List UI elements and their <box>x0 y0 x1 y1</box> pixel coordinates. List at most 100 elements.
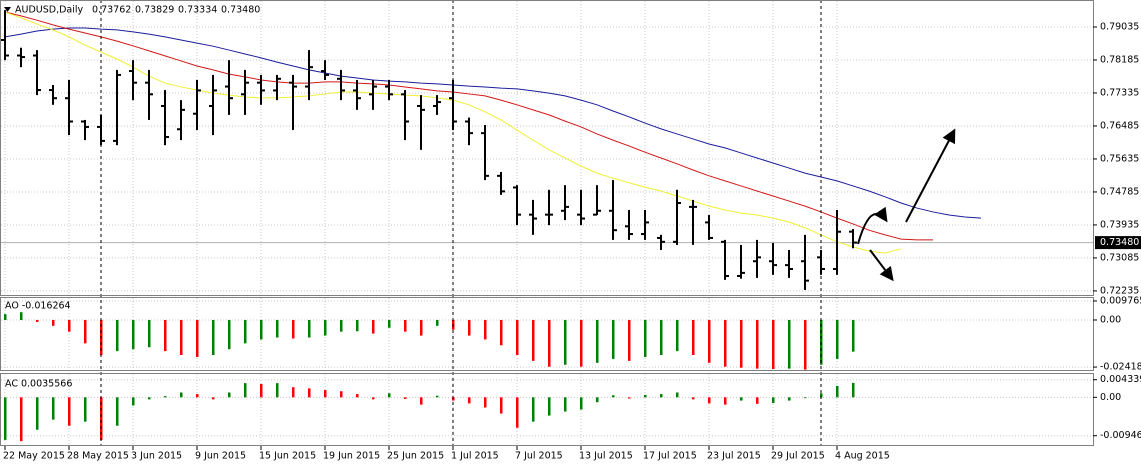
histogram-bar <box>468 397 471 404</box>
x-tick-label: 1 Jul 2015 <box>451 451 499 462</box>
histogram-bar <box>436 319 439 326</box>
histogram-bar <box>84 397 87 422</box>
histogram-bar <box>308 388 311 398</box>
histogram-bar <box>308 319 311 338</box>
histogram-bar <box>36 397 39 430</box>
histogram-bar <box>132 397 135 406</box>
histogram-bar <box>564 397 567 412</box>
histogram-bar <box>788 397 791 401</box>
histogram-bar <box>372 397 375 400</box>
histogram-bar <box>244 319 247 344</box>
histogram-bar <box>836 319 839 359</box>
moving-average <box>4 27 982 219</box>
x-tick-label: 19 Jun 2015 <box>323 451 380 462</box>
ac-panel <box>0 373 1094 446</box>
histogram-bar <box>500 319 503 346</box>
histogram-bar <box>340 319 343 332</box>
drawn-arrows <box>857 128 956 282</box>
histogram-bar <box>52 319 55 326</box>
header-open: 0.73762 <box>92 5 131 16</box>
histogram-bar <box>676 392 679 398</box>
arrow <box>905 128 956 223</box>
histogram-bar <box>340 391 343 398</box>
histogram-bar <box>164 396 167 398</box>
price-label: 0.73480 <box>1100 237 1139 248</box>
histogram-bar <box>676 319 679 352</box>
histogram-bar <box>420 319 423 336</box>
histogram-bar <box>164 319 167 352</box>
histogram-bar <box>564 319 567 365</box>
y-tick-label: -0.009464 <box>1100 430 1141 441</box>
histogram-bar <box>84 319 87 344</box>
histogram-bar <box>580 319 583 367</box>
histogram-bar <box>388 319 391 328</box>
histogram-bar <box>788 319 791 369</box>
histogram-bar <box>612 395 615 398</box>
histogram-bar <box>292 387 295 398</box>
y-tick-label: 0.004339 <box>1100 374 1141 385</box>
y-tick-label: 0.76485 <box>1100 120 1139 131</box>
histogram-bar <box>4 314 7 320</box>
histogram-bar <box>516 397 519 428</box>
y-tick-label: 0.73085 <box>1100 252 1139 263</box>
price-label-box <box>1095 236 1141 250</box>
y-tick-label: 0.74785 <box>1100 186 1139 197</box>
histogram-bar <box>52 397 55 420</box>
histogram-bar <box>372 319 375 334</box>
histogram-bar <box>628 319 631 361</box>
histogram-bar <box>644 394 647 398</box>
histogram-bar <box>692 397 695 400</box>
histogram-bar <box>244 383 247 398</box>
panel-borders <box>0 0 1094 446</box>
histogram-bar <box>612 319 615 359</box>
histogram-bar <box>724 397 727 405</box>
histogram-bar <box>404 319 407 332</box>
x-tick-label: 25 Jun 2015 <box>387 451 444 462</box>
x-tick-label: 29 Jul 2015 <box>771 451 825 462</box>
x-tick-label: 23 Jul 2015 <box>707 451 761 462</box>
x-tick-label: 9 Jun 2015 <box>195 451 246 462</box>
histogram-bar <box>292 319 295 339</box>
period-separators <box>100 0 822 446</box>
histogram-bar <box>756 397 759 404</box>
x-tick-label: 28 May 2015 <box>67 451 129 462</box>
histogram-bar <box>228 319 231 350</box>
ao-panel <box>0 297 1094 371</box>
y-tick-label: 0.77335 <box>1100 87 1139 98</box>
y-tick-label: 0.73935 <box>1100 219 1139 230</box>
symbol-title: AUDUSD,Daily <box>15 5 84 16</box>
histogram-bar <box>740 319 743 368</box>
histogram-bar <box>772 319 775 370</box>
histogram-bar <box>772 397 775 404</box>
histogram-bar <box>260 319 263 340</box>
price-panel <box>0 0 1094 296</box>
histogram-bar <box>4 397 7 440</box>
histogram-bar <box>212 397 215 400</box>
y-tick-label: 0.009765 <box>1100 295 1141 306</box>
histogram-bar <box>68 319 71 332</box>
histogram-bar <box>516 319 519 356</box>
histogram-bar <box>660 394 663 398</box>
histogram-bar <box>20 312 23 320</box>
histogram-bar <box>116 397 119 426</box>
histogram-bar <box>212 319 215 356</box>
histogram-bar <box>420 397 423 405</box>
y-tick-label: 0.00 <box>1100 314 1121 325</box>
moving-average <box>4 11 933 241</box>
x-tick-label: 22 May 2015 <box>3 451 65 462</box>
histogram-bar <box>228 392 231 398</box>
histogram-bar <box>548 397 551 416</box>
histogram-bar <box>660 319 663 356</box>
histogram-bar <box>324 390 327 398</box>
histogram-bar <box>804 397 807 399</box>
x-tick-label: 15 Jun 2015 <box>259 451 316 462</box>
header-close: 0.73480 <box>221 5 260 16</box>
histogram-bar <box>628 397 631 399</box>
histogram-bar <box>356 394 359 398</box>
histogram-bar <box>804 319 807 370</box>
x-tick-label: 17 Jul 2015 <box>643 451 697 462</box>
histogram-bar <box>532 397 535 422</box>
y-tick-label: 0.72235 <box>1100 285 1139 296</box>
